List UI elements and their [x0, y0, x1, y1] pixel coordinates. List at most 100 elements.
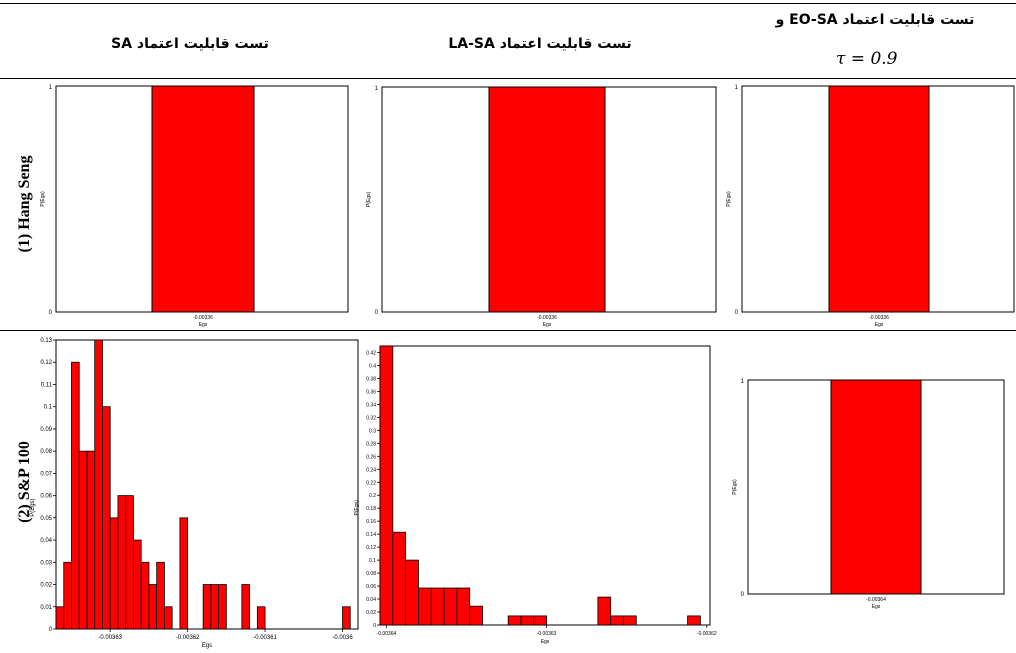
x-tick-label: -0.00362 [697, 631, 717, 637]
histogram-bar [533, 615, 548, 626]
x-tick-label: -0.0036 [332, 635, 353, 641]
y-tick-label: 0.26 [366, 454, 376, 460]
y-axis-label: P(Egs) [354, 500, 360, 516]
histogram-bar [469, 605, 483, 626]
column-header-la-sa: تست قابلیت اعتماد LA-SA [448, 36, 632, 52]
plot-frame [379, 345, 711, 626]
histogram-bar [133, 539, 142, 630]
y-tick-label: 0.34 [366, 402, 376, 408]
top-rule [0, 3, 1016, 4]
y-tick-label: 0.12 [366, 545, 376, 551]
bar [830, 379, 922, 595]
y-tick-label: 0 [735, 310, 739, 316]
y-tick-label: 0 [49, 310, 53, 316]
column-header-eo-sa: تست قابلیت اعتماد EO-SA و [775, 12, 975, 28]
y-tick-label: 0.28 [366, 441, 376, 447]
bar [151, 85, 255, 313]
x-tick-label: -0.00336 [869, 315, 889, 321]
row-rule [0, 330, 1016, 331]
y-tick-label: 0 [49, 627, 53, 633]
tau-value: τ = 0.9 [836, 49, 898, 69]
x-tick-label: -0.00363 [98, 635, 122, 641]
histogram-bar [610, 615, 624, 626]
histogram-bar [94, 339, 103, 630]
histogram-bar [148, 584, 158, 630]
y-axis-label: P(Egs) [732, 479, 738, 495]
y-tick-label: 0.01 [40, 605, 52, 611]
y-tick-label: 0.12 [40, 360, 52, 366]
histogram-bar [456, 587, 471, 626]
x-tick-label: -0.00362 [176, 635, 200, 641]
chart-sp100-la-sa: 0 0.02 0.04 0.06 0.08 0.1 0.12 0.14 0.16 0.18 0.2 0… [354, 345, 717, 645]
header-rule [0, 78, 1016, 79]
histogram-bar [418, 587, 432, 626]
x-axis-label: Egs [202, 643, 212, 649]
x-axis-label: Egs [199, 322, 208, 328]
y-tick-label: 0.2 [369, 493, 376, 499]
chart-sp100-sa: 0 0.01 0.02 0.03 0.04 0.05 0.06 0.07 0.08 0.09 0.1… [30, 338, 359, 649]
y-tick-label: 0 [373, 623, 376, 629]
histogram-bar [63, 561, 72, 630]
histogram-bar [256, 606, 266, 630]
histogram-bar [71, 361, 80, 630]
y-axis-label: P(Egs) [726, 191, 732, 207]
histogram-bar [623, 615, 637, 626]
y-tick-label: 0.24 [366, 467, 376, 473]
x-axis-label: Egs [541, 639, 550, 645]
y-tick-label: 0.09 [40, 427, 52, 433]
y-tick-label: 0.06 [366, 584, 376, 590]
y-tick-label: 0.22 [366, 480, 376, 486]
y-tick-label: 0.08 [366, 571, 376, 577]
y-tick-label: 1 [741, 379, 745, 385]
histogram-bar [430, 587, 445, 626]
histogram-bar [342, 606, 351, 630]
y-tick-label: 0.13 [40, 338, 52, 344]
x-tick-label: -0.00364 [377, 631, 397, 637]
x-tick-label: -0.00361 [253, 635, 277, 641]
histogram-bar [687, 615, 701, 626]
y-tick-label: 0.04 [40, 538, 52, 544]
bar [828, 85, 930, 313]
y-tick-label: 0.32 [366, 415, 376, 421]
x-tick-label: -0.00336 [193, 315, 213, 321]
y-tick-label: 0.4 [369, 363, 376, 369]
histogram-bar [179, 517, 189, 630]
y-tick-label: 0.05 [40, 516, 52, 522]
histogram-bar [202, 584, 212, 630]
y-axis-label: P(Egs) [40, 191, 46, 207]
y-tick-label: 0.16 [366, 519, 376, 525]
histogram-bar [507, 615, 522, 626]
y-tick-label: 1 [375, 86, 379, 92]
y-tick-label: 0.14 [366, 532, 376, 538]
y-tick-label: 0.04 [366, 597, 376, 603]
y-tick-label: 0.1 [44, 405, 53, 411]
y-tick-label: 0.36 [366, 389, 376, 395]
column-header-sa: تست قابلیت اعتماد SA [111, 36, 269, 52]
histogram-bar [405, 559, 419, 626]
y-tick-label: 0.03 [40, 560, 52, 566]
y-tick-label: 0 [741, 592, 745, 598]
y-tick-label: 0.02 [40, 583, 52, 589]
y-axis-label: P(Egs) [366, 192, 372, 208]
y-tick-label: 0.06 [40, 494, 52, 500]
y-tick-label: 0.3 [369, 428, 376, 434]
histogram-bar [241, 584, 250, 630]
x-axis-label: Egs [872, 604, 881, 610]
y-tick-label: 0.08 [40, 449, 52, 455]
x-tick-label: -0.00364 [866, 597, 886, 603]
y-tick-label: 0.02 [366, 610, 376, 616]
histogram-bar [55, 606, 65, 630]
histogram-bar [597, 596, 612, 626]
histogram-bar [102, 406, 111, 630]
histogram-bar [392, 531, 407, 626]
y-tick-label: 0.38 [366, 376, 376, 382]
x-axis-label: Egs [875, 322, 884, 328]
y-tick-label: 0.07 [40, 471, 52, 477]
histogram-bar [520, 615, 535, 626]
y-tick-label: 1 [49, 85, 53, 91]
histogram-bar [117, 495, 127, 630]
